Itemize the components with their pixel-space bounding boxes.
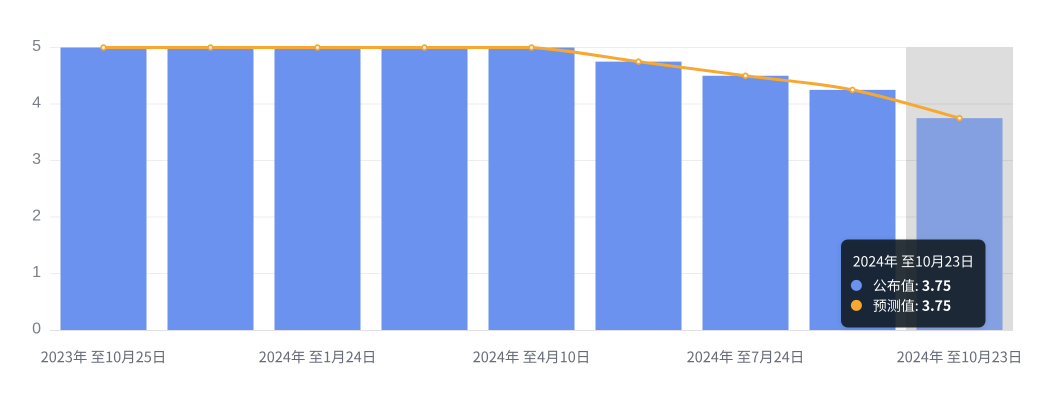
svg-text:0: 0 xyxy=(32,321,41,338)
svg-text:5: 5 xyxy=(32,38,41,55)
svg-text:2: 2 xyxy=(32,208,41,225)
svg-text:4: 4 xyxy=(32,95,41,112)
svg-text:3: 3 xyxy=(32,151,41,168)
svg-text:1: 1 xyxy=(32,264,41,281)
